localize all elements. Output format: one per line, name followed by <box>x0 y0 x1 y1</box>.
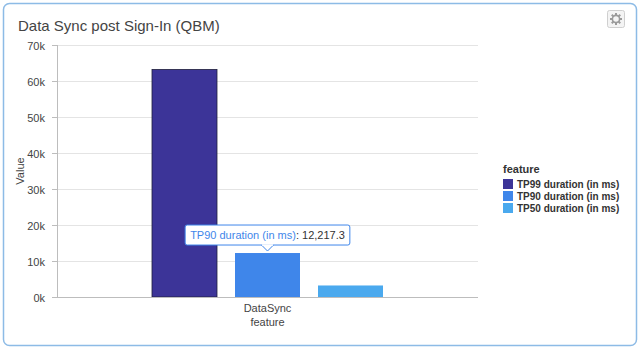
tooltip-value: : 12,217.3 <box>296 229 345 241</box>
y-tick-label: 0k <box>33 292 45 304</box>
panel-frame <box>4 4 637 346</box>
tooltip-pointer <box>262 245 274 251</box>
legend-label: TP99 duration (in ms) <box>517 179 619 190</box>
settings-icon[interactable] <box>608 11 625 28</box>
x-tick-label: DataSync <box>244 302 292 314</box>
bar <box>235 253 300 297</box>
grid-line <box>57 117 478 118</box>
legend-swatch <box>503 191 513 201</box>
legend-swatch <box>503 179 513 189</box>
bar <box>318 285 383 297</box>
tooltip-pointer-join <box>262 244 273 246</box>
tooltip-box <box>185 225 350 245</box>
tick-mark <box>52 261 57 262</box>
legend-label: TP90 duration (in ms) <box>517 191 619 202</box>
legend-swatch <box>503 203 513 213</box>
page: {"chart_data": {"type": "bar", "title": … <box>0 0 640 350</box>
y-tick-label: 50k <box>27 112 45 124</box>
y-tick-label: 10k <box>27 256 45 268</box>
legend-title: feature <box>503 163 540 175</box>
y-tick-label: 70k <box>27 40 45 52</box>
legend-label: TP50 duration (in ms) <box>517 203 619 214</box>
tick-mark <box>52 117 57 118</box>
y-tick-label: 30k <box>27 184 45 196</box>
tick-mark <box>52 225 57 226</box>
tick-mark <box>52 45 57 46</box>
grid-line <box>57 153 478 154</box>
tooltip: TP90 duration (in ms): 12,217.3 <box>185 225 350 251</box>
tick-mark <box>52 81 57 82</box>
x-axis-label: feature <box>250 316 284 328</box>
chart: Data Sync post Sign-In (QBM) 0k 10k 20k 30k 4… <box>0 0 640 350</box>
tick-mark <box>52 153 57 154</box>
y-tick-label: 60k <box>27 76 45 88</box>
tick-mark <box>52 189 57 190</box>
tooltip-series: TP90 duration (in ms) <box>190 229 296 241</box>
y-tick-label: 40k <box>27 148 45 160</box>
y-tick-label: 20k <box>27 220 45 232</box>
tooltip-text: TP90 duration (in ms): 12,217.3 <box>190 229 345 241</box>
bar <box>152 69 217 297</box>
grid-line <box>57 45 478 46</box>
y-axis-label: Value <box>14 157 26 184</box>
grid-line <box>57 189 478 190</box>
y-axis-line <box>57 45 58 297</box>
settings-box[interactable] <box>608 11 625 28</box>
grid-line <box>57 81 478 82</box>
bars <box>152 69 383 297</box>
grid-line <box>57 297 478 298</box>
title: Data Sync post Sign-In (QBM) <box>18 17 220 34</box>
tick-mark <box>52 297 57 298</box>
settings-hub[interactable] <box>612 15 619 22</box>
